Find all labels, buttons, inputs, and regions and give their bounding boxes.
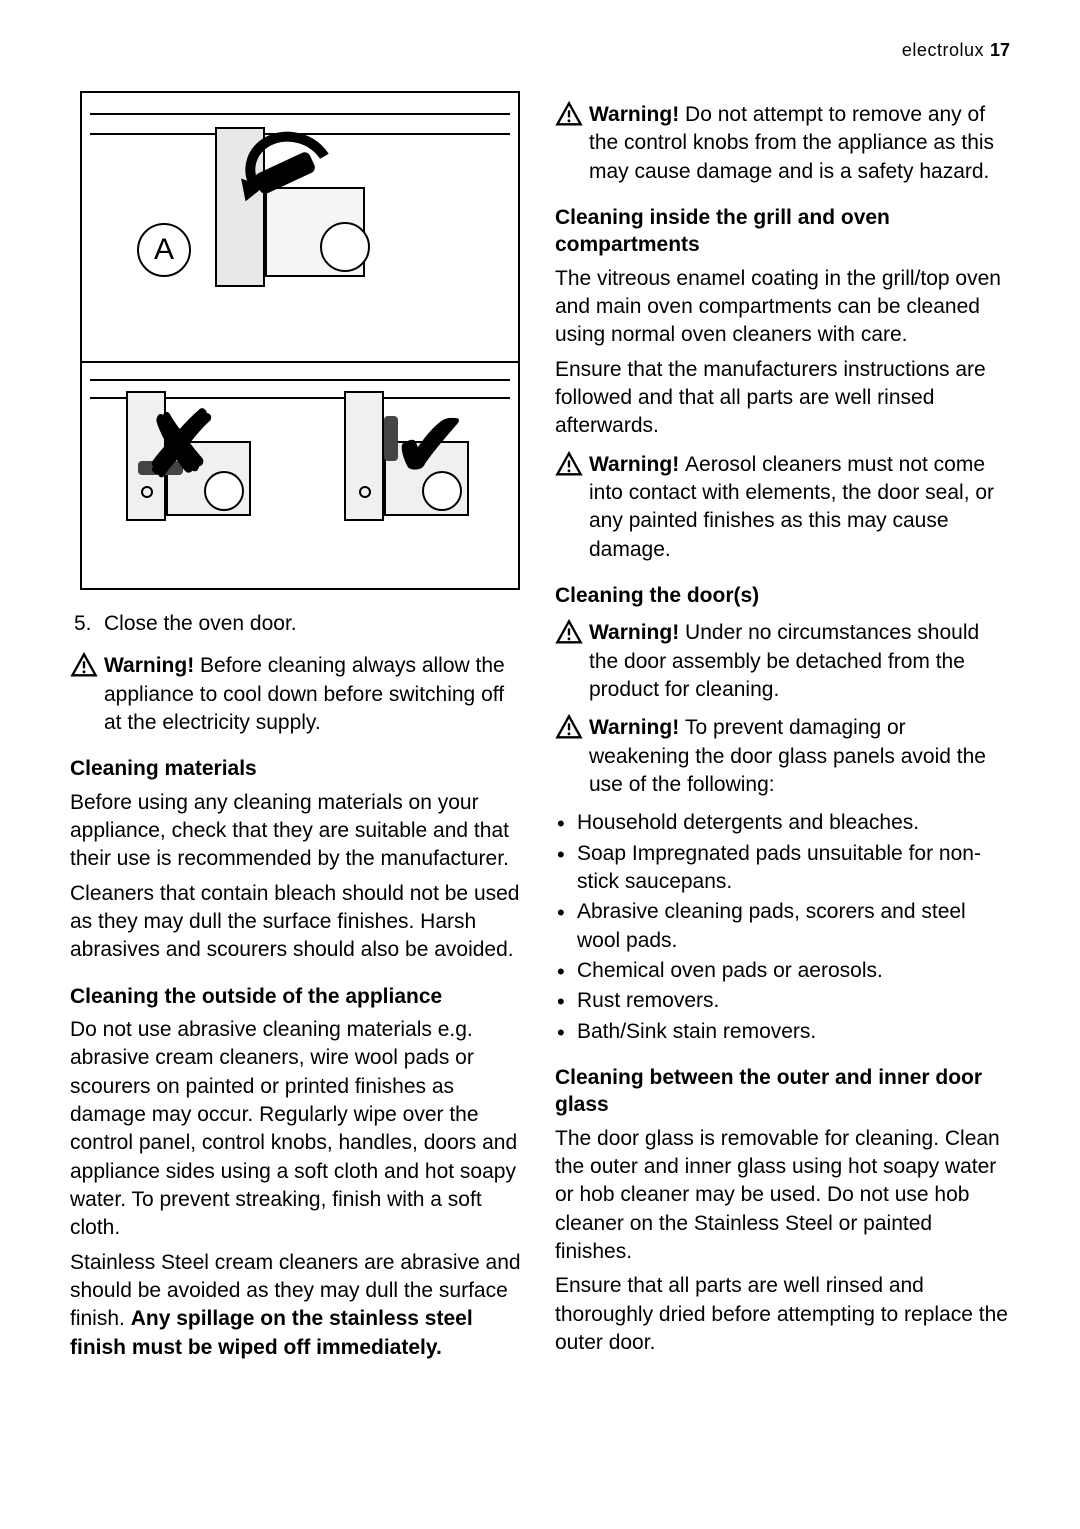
warning-cool-down: Warning! Before cleaning always allow th…	[70, 652, 525, 737]
list-item: Soap Impregnated pads unsuitable for non…	[555, 840, 1010, 897]
page: electrolux 17 A	[0, 0, 1080, 1438]
hinge-diagram: A ✘ ✔	[80, 91, 520, 590]
page-header: electrolux 17	[70, 40, 1010, 61]
warning-text: Warning! To prevent damaging or weakenin…	[589, 714, 1010, 799]
step-text: Close the oven door.	[104, 610, 297, 638]
warning-text: Warning! Before cleaning always allow th…	[104, 652, 525, 737]
left-column: A ✘ ✔ 5.	[70, 91, 525, 1368]
brand-name: electrolux	[902, 40, 984, 60]
warning-door-glass: Warning! To prevent damaging or weakenin…	[555, 714, 1010, 799]
list-item: Household detergents and bleaches.	[555, 809, 1010, 837]
hinge-illustration-main	[215, 127, 385, 327]
diagram-bottom-panel: ✘ ✔	[82, 363, 518, 588]
avoid-list: Household detergents and bleaches. Soap …	[555, 809, 1010, 1046]
warning-label: Warning!	[589, 621, 685, 644]
warning-label: Warning!	[589, 453, 685, 476]
heading-cleaning-materials: Cleaning materials	[70, 755, 525, 782]
para-between-2: Ensure that all parts are well rinsed an…	[555, 1272, 1010, 1357]
para-materials-1: Before using any cleaning materials on y…	[70, 789, 525, 874]
right-column: Warning! Do not attempt to remove any of…	[555, 91, 1010, 1368]
para-outside-2: Stainless Steel cream cleaners are abras…	[70, 1249, 525, 1362]
page-number: 17	[990, 40, 1010, 60]
warning-icon	[555, 619, 589, 704]
list-item: Rust removers.	[555, 987, 1010, 1015]
check-icon: ✔	[393, 393, 468, 498]
diagram-label-a: A	[137, 223, 191, 277]
cross-icon: ✘	[142, 393, 217, 498]
diagram-top-panel: A	[82, 93, 518, 363]
warning-label: Warning!	[104, 654, 200, 677]
step-5: 5. Close the oven door.	[74, 610, 525, 638]
warning-text: Warning! Aerosol cleaners must not come …	[589, 451, 1010, 564]
para-materials-2: Cleaners that contain bleach should not …	[70, 880, 525, 965]
para-inside-2: Ensure that the manufacturers instructio…	[555, 356, 1010, 441]
list-item: Bath/Sink stain removers.	[555, 1018, 1010, 1046]
heading-cleaning-outside: Cleaning the outside of the appliance	[70, 983, 525, 1010]
warning-label: Warning!	[589, 103, 685, 126]
warning-icon	[70, 652, 104, 737]
list-item: Chemical oven pads or aerosols.	[555, 957, 1010, 985]
heading-between-glass: Cleaning between the outer and inner doo…	[555, 1064, 1010, 1119]
warning-knobs: Warning! Do not attempt to remove any of…	[555, 101, 1010, 186]
warning-icon	[555, 451, 589, 564]
warning-icon	[555, 101, 589, 186]
warning-icon	[555, 714, 589, 799]
step-number: 5.	[74, 610, 104, 638]
warning-text: Warning! Do not attempt to remove any of…	[589, 101, 1010, 186]
heading-cleaning-doors: Cleaning the door(s)	[555, 582, 1010, 609]
warning-aerosol: Warning! Aerosol cleaners must not come …	[555, 451, 1010, 564]
warning-label: Warning!	[589, 716, 685, 739]
heading-cleaning-inside: Cleaning inside the grill and oven compa…	[555, 204, 1010, 259]
para-inside-1: The vitreous enamel coating in the grill…	[555, 265, 1010, 350]
list-item: Abrasive cleaning pads, scorers and stee…	[555, 898, 1010, 955]
warning-door-detach: Warning! Under no circumstances should t…	[555, 619, 1010, 704]
content-columns: A ✘ ✔ 5.	[70, 91, 1010, 1368]
para-outside-1: Do not use abrasive cleaning materials e…	[70, 1016, 525, 1243]
warning-text: Warning! Under no circumstances should t…	[589, 619, 1010, 704]
para-between-1: The door glass is removable for cleaning…	[555, 1125, 1010, 1267]
